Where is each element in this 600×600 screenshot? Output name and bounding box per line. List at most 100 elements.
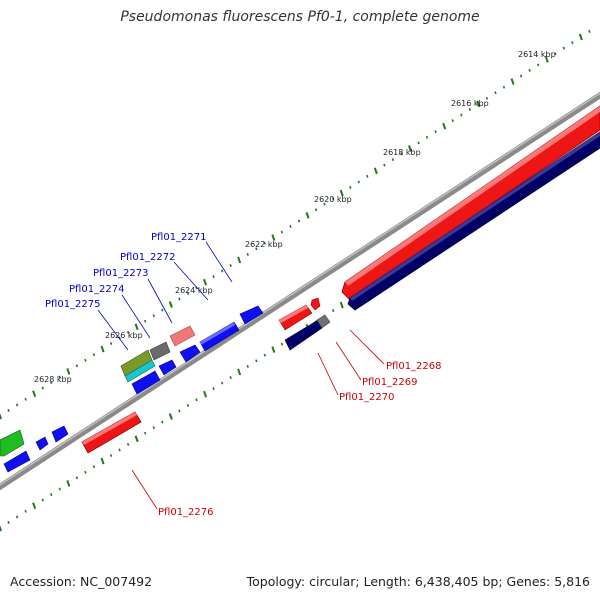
minor-tick bbox=[7, 408, 10, 412]
minor-tick bbox=[528, 68, 531, 72]
minor-tick bbox=[434, 130, 437, 134]
gene-feature-pfl01-2271[interactable] bbox=[239, 305, 264, 325]
gene-feature-left-3[interactable] bbox=[51, 425, 69, 443]
major-tick bbox=[578, 33, 583, 41]
minor-tick bbox=[246, 252, 249, 256]
gene-label-pfl01-2268[interactable]: Pfl01_2268 bbox=[386, 361, 442, 372]
minor-tick bbox=[255, 247, 258, 251]
minor-tick bbox=[417, 141, 420, 145]
genome-summary-text: Topology: circular; Length: 6,438,405 bp… bbox=[246, 574, 590, 589]
cyan-feature[interactable] bbox=[124, 359, 156, 383]
minor-tick bbox=[126, 442, 130, 446]
major-tick bbox=[134, 323, 139, 331]
minor-tick bbox=[58, 375, 61, 379]
minor-tick bbox=[24, 397, 27, 401]
minor-tick bbox=[220, 381, 224, 385]
minor-tick bbox=[451, 119, 454, 123]
accession-text: Accession: NC_007492 bbox=[10, 574, 153, 589]
major-tick bbox=[476, 100, 481, 108]
major-tick bbox=[203, 390, 208, 398]
minor-tick bbox=[75, 476, 79, 480]
major-tick bbox=[203, 278, 208, 286]
minor-tick bbox=[229, 264, 232, 267]
minor-tick bbox=[144, 319, 147, 323]
major-tick bbox=[510, 78, 515, 85]
kbp-labels: 2614 kbp 2616 kbp 2618 kbp 2620 kbp 2622… bbox=[34, 50, 556, 384]
minor-tick bbox=[280, 230, 284, 234]
gene-feature-pfl01-2274[interactable] bbox=[158, 359, 177, 376]
minor-tick bbox=[537, 63, 540, 67]
minor-tick bbox=[212, 275, 215, 279]
major-tick bbox=[100, 457, 105, 465]
gene-label-pfl01-2270[interactable]: Pfl01_2270 bbox=[339, 392, 395, 403]
forward-strand-features bbox=[0, 305, 264, 473]
minor-tick bbox=[460, 113, 463, 117]
kbp-label: 2618 kbp bbox=[383, 148, 421, 157]
reverse-strand-features bbox=[81, 105, 600, 454]
minor-tick bbox=[255, 359, 258, 363]
minor-tick bbox=[15, 515, 19, 519]
gene-feature-left-2[interactable] bbox=[35, 436, 49, 451]
gene-feature-pfl01-2273[interactable] bbox=[179, 344, 201, 363]
kbp-label: 2614 kbp bbox=[518, 50, 556, 59]
minor-tick bbox=[246, 364, 249, 368]
minor-tick bbox=[263, 353, 266, 357]
rna-feature-pfl01-2269[interactable] bbox=[310, 297, 321, 311]
minor-tick bbox=[280, 342, 284, 346]
pseudo-feature[interactable] bbox=[316, 314, 331, 329]
minor-tick bbox=[178, 409, 181, 413]
minor-tick bbox=[186, 291, 190, 295]
major-tick bbox=[32, 390, 37, 398]
major-tick bbox=[305, 211, 310, 219]
minor-tick bbox=[229, 376, 232, 379]
major-tick bbox=[134, 435, 139, 443]
major-tick bbox=[0, 412, 2, 420]
kbp-label: 2626 kbp bbox=[105, 331, 143, 340]
gene-label-pfl01-2272[interactable]: Pfl01_2272 bbox=[120, 252, 176, 263]
minor-tick bbox=[24, 509, 27, 513]
minor-tick bbox=[92, 465, 96, 469]
gene-label-pfl01-2273[interactable]: Pfl01_2273 bbox=[93, 268, 149, 279]
rna-feature-pfl01-2273[interactable] bbox=[169, 325, 196, 347]
major-tick bbox=[237, 256, 242, 264]
minor-tick bbox=[494, 91, 497, 95]
rna-feature-pfl01-2276[interactable] bbox=[81, 411, 142, 454]
major-tick bbox=[0, 524, 2, 532]
green-feature[interactable] bbox=[0, 429, 25, 457]
minor-tick bbox=[92, 353, 96, 357]
gene-feature-pfl01-2275[interactable] bbox=[131, 370, 161, 395]
kbp-label: 2620 kbp bbox=[314, 195, 352, 204]
minor-tick bbox=[152, 314, 155, 318]
minor-tick bbox=[7, 520, 10, 524]
minor-tick bbox=[571, 41, 574, 45]
major-tick bbox=[442, 122, 447, 130]
gene-label-pfl01-2274[interactable]: Pfl01_2274 bbox=[69, 284, 125, 295]
gene-feature-pfl01-2272[interactable] bbox=[199, 321, 240, 352]
minor-tick bbox=[554, 52, 557, 56]
minor-tick bbox=[485, 96, 489, 100]
minor-tick bbox=[126, 330, 130, 334]
major-tick bbox=[100, 345, 105, 353]
pseudo-feature-pfl01-2274[interactable] bbox=[149, 341, 171, 361]
major-tick bbox=[66, 368, 71, 375]
minor-tick bbox=[109, 342, 113, 345]
minor-tick bbox=[562, 46, 565, 50]
minor-tick bbox=[297, 219, 301, 223]
minor-tick bbox=[425, 135, 429, 139]
major-tick bbox=[271, 234, 276, 241]
gene-label-pfl01-2271[interactable]: Pfl01_2271 bbox=[151, 232, 207, 243]
major-tick bbox=[339, 301, 344, 309]
minor-tick bbox=[41, 386, 44, 390]
minor-tick bbox=[118, 448, 121, 452]
minor-tick bbox=[41, 498, 44, 502]
kbp-label: 2622 kbp bbox=[245, 240, 283, 249]
major-tick bbox=[168, 413, 173, 420]
minor-tick bbox=[212, 387, 215, 391]
gene-feature-left-1[interactable] bbox=[3, 450, 31, 473]
gene-label-pfl01-2275[interactable]: Pfl01_2275 bbox=[45, 299, 101, 310]
major-tick bbox=[544, 55, 549, 63]
gene-label-pfl01-2276[interactable]: Pfl01_2276 bbox=[158, 507, 214, 518]
major-tick bbox=[408, 145, 413, 152]
gene-label-pfl01-2269[interactable]: Pfl01_2269 bbox=[362, 377, 418, 388]
minor-tick bbox=[186, 403, 190, 407]
